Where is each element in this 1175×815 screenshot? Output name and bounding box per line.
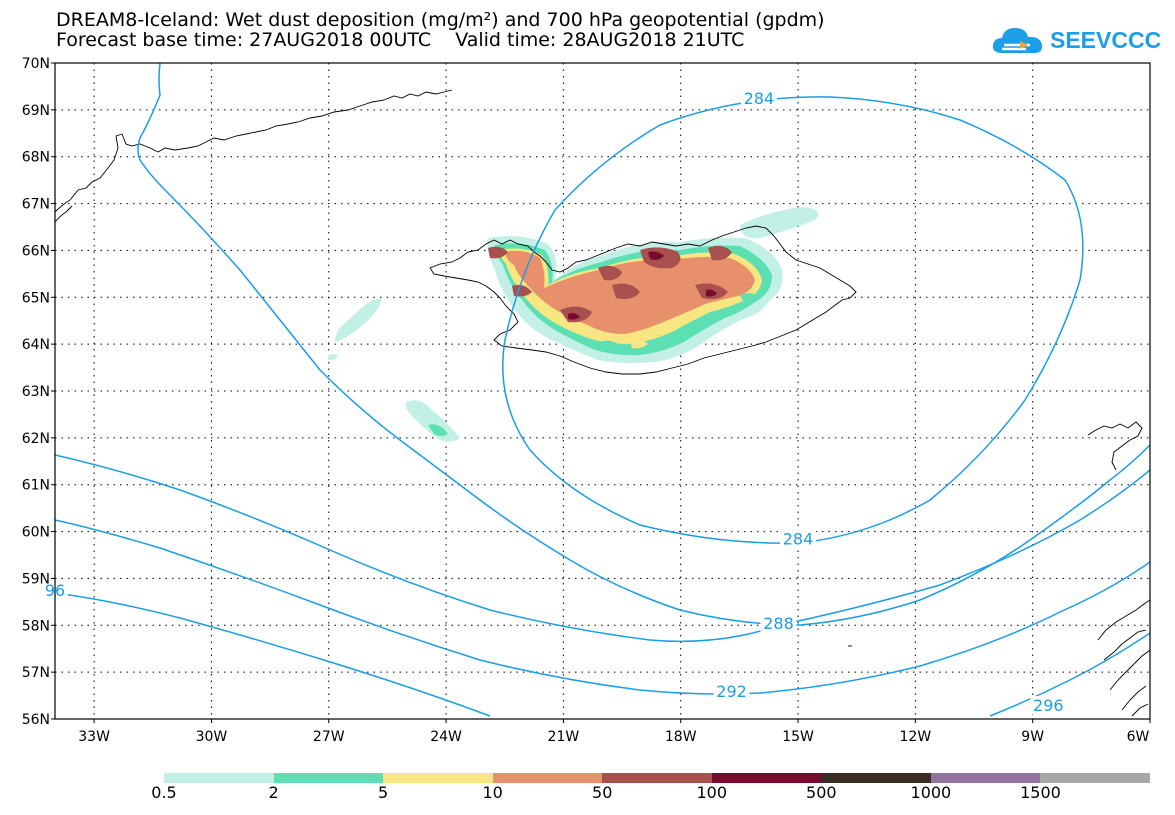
contour-label: 284: [744, 89, 775, 108]
logo-text: SEEVCCC: [1050, 27, 1162, 53]
lon-label: 33W: [78, 729, 110, 745]
lon-label: 9W: [1021, 729, 1044, 745]
colorbar-swatch: [602, 773, 713, 783]
gridlines: [55, 63, 1150, 719]
dust-patch-west: [334, 298, 382, 342]
contour-label-bg: [780, 529, 817, 548]
colorbar-swatch: [711, 773, 822, 783]
contour-label-bg: [713, 681, 750, 700]
lon-label: 24W: [430, 729, 462, 745]
dust-deposition-field: [328, 207, 819, 442]
coastline-faroe: [1087, 421, 1143, 471]
colorbar-swatch: [930, 773, 1041, 783]
geopotential-contours: [55, 63, 1150, 717]
lon-label: 27W: [313, 729, 345, 745]
valid-time: Valid time: 28AUG2018 21UTC: [455, 29, 745, 51]
lon-label: 6W: [1127, 729, 1150, 745]
colorbar-label: 0.5: [151, 783, 177, 802]
colorbar-label: 500: [806, 783, 837, 802]
dust-patch-northeast: [740, 207, 819, 239]
contour-288: [55, 454, 1150, 643]
contour-label-bg: [760, 613, 797, 632]
contour-296-east: [989, 632, 1150, 717]
contour-label: 288: [763, 614, 794, 633]
lat-label: 70N: [22, 56, 50, 72]
lat-label: 65N: [22, 290, 50, 306]
map-title: DREAM8-Iceland: Wet dust deposition (mg/…: [56, 10, 986, 50]
colorbar-label: 1500: [1020, 783, 1061, 802]
colorbar-label: 10: [482, 783, 503, 802]
coastline-greenland: [55, 89, 453, 213]
contour-label-bg: [740, 89, 777, 108]
dust-core-6: [708, 245, 732, 261]
colorbar-swatch: [492, 773, 603, 783]
dust-patch-west-2: [328, 354, 338, 361]
colorbar-label: 2: [268, 783, 279, 802]
contour-296-west: [55, 592, 491, 717]
lon-label: 21W: [548, 729, 580, 745]
dust-max-2: [568, 313, 580, 320]
dust-patch-south-2: [630, 338, 648, 349]
colorbar-label: 5: [378, 783, 389, 802]
colorbar-label: 50: [592, 783, 613, 802]
colorbar-swatch: [821, 773, 932, 783]
contour-284-north: [137, 63, 1150, 626]
lat-label: 63N: [22, 384, 50, 400]
lat-label: 67N: [22, 197, 50, 213]
dust-core-7: [488, 246, 508, 259]
dust-patch-fjords: [740, 293, 760, 304]
lon-label: 15W: [782, 729, 814, 745]
contour-292: [55, 519, 1150, 695]
colorbar-swatch: [273, 773, 384, 783]
dust-max-1: [648, 251, 664, 260]
dust-max-3: [706, 289, 717, 297]
dust-core-2: [598, 265, 622, 281]
contour-label: 296: [1033, 696, 1064, 715]
coastlines: [55, 89, 1150, 717]
dust-patch-south: [600, 340, 620, 351]
cloud-icon: [992, 28, 1043, 53]
contour-label: 284: [783, 530, 814, 549]
dust-patch-southwest-2: [428, 424, 448, 436]
colorbar-swatch: [383, 773, 494, 783]
lat-label: 69N: [22, 103, 50, 119]
coastline-iceland: [429, 225, 857, 375]
coastline-scotland: [1097, 599, 1150, 717]
dust-core-3: [612, 283, 640, 300]
colorbar-label: 100: [696, 783, 728, 802]
lat-label: 66N: [22, 243, 50, 259]
title-main: DREAM8-Iceland: Wet dust deposition (mg/…: [56, 9, 825, 31]
lat-label: 62N: [22, 431, 50, 447]
lat-label: 58N: [22, 618, 50, 634]
colorbar: [164, 773, 1151, 783]
title-times: Forecast base time: 27AUG2018 00UTC Valid…: [56, 30, 986, 50]
coastline-greenland-south: [55, 205, 73, 223]
contour-label-bg: [1030, 695, 1067, 714]
lat-label: 61N: [22, 478, 50, 494]
lon-label: 30W: [196, 729, 228, 745]
forecast-base-time: Forecast base time: 27AUG2018 00UTC: [56, 29, 432, 51]
lat-label: 64N: [22, 337, 50, 353]
lon-label: 18W: [665, 729, 697, 745]
axis-labels: 70N 69N 68N 67N 66N 65N 64N 63N 62N 61N 60N 59N 58N 5…: [22, 56, 1151, 745]
lat-label: 57N: [22, 665, 50, 681]
colorbar-swatch: [1040, 773, 1151, 783]
colorbar-label: 1000: [910, 783, 952, 802]
contour-label: 292: [716, 682, 747, 701]
lat-label: 59N: [22, 571, 50, 587]
lat-label: 60N: [22, 525, 50, 541]
colorbar-swatch: [164, 773, 275, 783]
dust-patch-southwest: [405, 400, 460, 442]
lat-label: 56N: [22, 712, 50, 728]
seevccc-logo: SEEVCCC: [990, 20, 1165, 60]
lat-label: 68N: [22, 150, 50, 166]
lon-label: 12W: [900, 729, 932, 745]
